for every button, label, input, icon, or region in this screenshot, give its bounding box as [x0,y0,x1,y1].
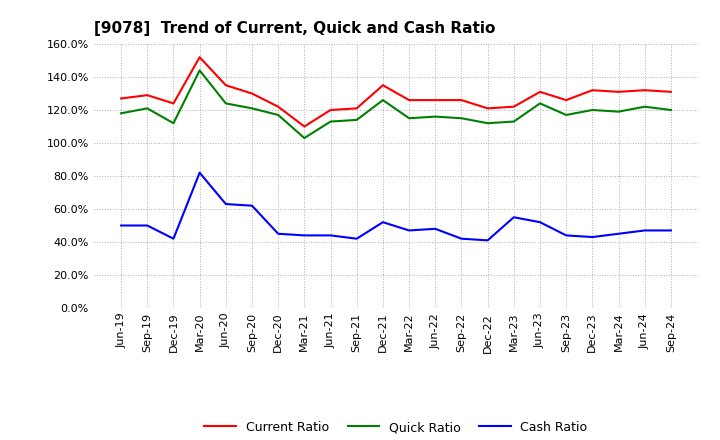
Quick Ratio [222,101,230,106]
Quick Ratio [326,119,335,124]
Legend: Current Ratio, Quick Ratio, Cash Ratio: Current Ratio, Quick Ratio, Cash Ratio [199,416,593,439]
Quick Ratio [117,110,125,116]
Current Ratio [169,101,178,106]
Cash Ratio [614,231,623,236]
Quick Ratio [483,121,492,126]
Current Ratio [117,96,125,101]
Line: Quick Ratio: Quick Ratio [121,70,671,138]
Cash Ratio [326,233,335,238]
Cash Ratio [169,236,178,241]
Cash Ratio [143,223,152,228]
Quick Ratio [431,114,440,119]
Cash Ratio [274,231,282,236]
Quick Ratio [300,136,309,141]
Cash Ratio [300,233,309,238]
Current Ratio [588,88,597,93]
Cash Ratio [562,233,570,238]
Current Ratio [248,91,256,96]
Current Ratio [536,89,544,95]
Current Ratio [195,55,204,60]
Current Ratio [431,97,440,103]
Cash Ratio [640,228,649,233]
Current Ratio [405,97,413,103]
Cash Ratio [222,202,230,207]
Quick Ratio [248,106,256,111]
Line: Cash Ratio: Cash Ratio [121,172,671,240]
Cash Ratio [248,203,256,209]
Quick Ratio [614,109,623,114]
Quick Ratio [562,112,570,117]
Quick Ratio [588,107,597,113]
Current Ratio [483,106,492,111]
Quick Ratio [457,116,466,121]
Current Ratio [326,107,335,113]
Current Ratio [222,83,230,88]
Cash Ratio [431,226,440,231]
Cash Ratio [483,238,492,243]
Cash Ratio [117,223,125,228]
Quick Ratio [274,112,282,117]
Current Ratio [640,88,649,93]
Quick Ratio [195,68,204,73]
Quick Ratio [379,97,387,103]
Quick Ratio [405,116,413,121]
Quick Ratio [352,117,361,122]
Current Ratio [614,89,623,95]
Current Ratio [300,124,309,129]
Cash Ratio [352,236,361,241]
Quick Ratio [640,104,649,109]
Quick Ratio [667,107,675,113]
Quick Ratio [536,101,544,106]
Current Ratio [457,97,466,103]
Current Ratio [352,106,361,111]
Current Ratio [379,83,387,88]
Current Ratio [274,104,282,109]
Cash Ratio [536,220,544,225]
Current Ratio [667,89,675,95]
Cash Ratio [510,215,518,220]
Current Ratio [143,92,152,98]
Line: Current Ratio: Current Ratio [121,57,671,127]
Cash Ratio [405,228,413,233]
Cash Ratio [457,236,466,241]
Text: [9078]  Trend of Current, Quick and Cash Ratio: [9078] Trend of Current, Quick and Cash … [94,21,495,36]
Current Ratio [562,97,570,103]
Cash Ratio [667,228,675,233]
Cash Ratio [195,170,204,175]
Current Ratio [510,104,518,109]
Cash Ratio [588,235,597,240]
Quick Ratio [143,106,152,111]
Quick Ratio [510,119,518,124]
Quick Ratio [169,121,178,126]
Cash Ratio [379,220,387,225]
